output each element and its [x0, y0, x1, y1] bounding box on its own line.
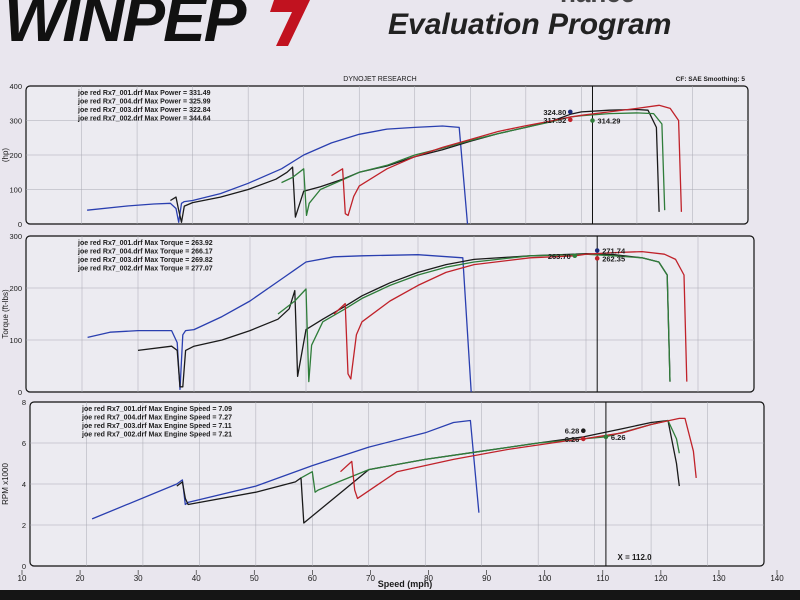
- x-axis-label: Speed (mph): [378, 579, 433, 589]
- y-tick-label: 300: [9, 117, 22, 126]
- x-tick-label: 130: [712, 574, 726, 583]
- marker-dot: [572, 253, 578, 259]
- x-tick-label: 10: [18, 574, 27, 583]
- y-tick-label: 8: [22, 398, 26, 407]
- y-tick-label: 200: [9, 151, 22, 160]
- x-tick-label: 80: [424, 574, 433, 583]
- y-tick-label: 2: [22, 521, 26, 530]
- x-tick-label: 60: [308, 574, 317, 583]
- x-tick-label: 120: [654, 574, 668, 583]
- value-readout: 324.80: [543, 108, 566, 117]
- page-subtitle: Evaluation Program: [388, 8, 672, 41]
- marker-dot: [590, 118, 595, 123]
- y-tick-label: 100: [9, 186, 22, 195]
- chart-header-right: CF: SAE Smoothing: 5: [676, 76, 746, 83]
- value-readout: 263.70: [548, 252, 571, 261]
- chart-header-center: DYNOJET RESEARCH: [343, 76, 416, 83]
- chart-panel-0: 0 100 200 300 400 (hp) joe red Rx7_001.drf Max…: [1, 82, 749, 229]
- series-line-0: [87, 254, 472, 393]
- y-axis-label: (hp): [1, 148, 10, 163]
- legend-entry: joe red Rx7_001.drf Max Engine Speed = 7…: [81, 406, 232, 413]
- series-line-2: [281, 112, 666, 217]
- y-tick-label: 200: [9, 284, 22, 293]
- marker-dot: [567, 109, 573, 115]
- y-tick-label: 0: [18, 220, 22, 229]
- x-tick-label: 40: [192, 574, 201, 583]
- logo-mark-icon: [270, 0, 310, 46]
- legend-entry: joe red Rx7_004.drf Max Power = 325.99: [77, 99, 211, 106]
- legend-entry: joe red Rx7_003.drf Max Torque = 269.82: [77, 257, 213, 264]
- header-subtitle-top: nance: [560, 0, 635, 9]
- legend-entry: joe red Rx7_002.drf Max Torque = 277.07: [77, 266, 213, 273]
- legend-entry: joe red Rx7_001.drf Max Torque = 263.92: [77, 240, 213, 247]
- value-readout: 262.35: [602, 254, 625, 263]
- x-tick-label: 140: [770, 574, 784, 583]
- legend-entry: joe red Rx7_004.drf Max Engine Speed = 7…: [81, 415, 232, 422]
- y-tick-label: 400: [9, 82, 22, 91]
- value-readout: 271.74: [602, 247, 626, 256]
- chart-panel-1: 0 100 200 300 Torque (ft-lbs) joe red Rx7_001…: [1, 232, 755, 397]
- photo-edge: [0, 590, 800, 600]
- marker-dot: [567, 117, 573, 123]
- y-tick-label: 0: [18, 388, 22, 397]
- y-tick-label: 6: [22, 439, 26, 448]
- x-tick-label: 30: [134, 574, 143, 583]
- series-line-2: [277, 253, 671, 383]
- legend-entry: joe red Rx7_001.drf Max Power = 331.49: [77, 90, 211, 97]
- x-tick-label: 110: [596, 574, 609, 583]
- x-tick-label: 70: [366, 574, 375, 583]
- series-line-0: [91, 419, 480, 520]
- value-readout: 6.26: [611, 433, 626, 442]
- series-line-3: [340, 417, 697, 500]
- value-readout: 314.29: [597, 117, 620, 126]
- value-readout: 317.52: [543, 116, 566, 125]
- marker-dot: [581, 428, 586, 434]
- value-readout: 6.28: [565, 427, 580, 436]
- cursor-x-readout: X = 112.0: [618, 553, 653, 562]
- legend-entry: joe red Rx7_002.drf Max Engine Speed = 7…: [81, 432, 232, 439]
- marker-dot: [594, 248, 600, 253]
- legend-entry: joe red Rx7_004.drf Max Torque = 266.17: [77, 249, 213, 256]
- y-tick-label: 300: [9, 232, 22, 241]
- marker-dot: [603, 434, 609, 440]
- series-line-3: [331, 104, 683, 217]
- y-axis-label: RPM x1000: [1, 463, 10, 505]
- chart-panel-2: 0 2 4 6 8 RPM x1000 joe red Rx7_001.drf Max En…: [1, 398, 765, 571]
- y-tick-label: 100: [9, 336, 22, 345]
- winpep-logo: WINPEP: [4, 0, 246, 55]
- legend-entry: joe red Rx7_003.drf Max Engine Speed = 7…: [81, 423, 232, 430]
- y-tick-label: 0: [22, 562, 26, 571]
- series-line-0: [87, 125, 469, 225]
- marker-dot: [581, 436, 586, 442]
- y-axis-label: Torque (ft-lbs): [1, 289, 10, 339]
- marker-dot: [594, 256, 600, 261]
- plot-frame: [25, 235, 755, 393]
- legend-entry: joe red Rx7_002.drf Max Power = 344.64: [77, 116, 211, 123]
- y-tick-label: 4: [22, 480, 26, 489]
- value-readout: 6.26: [565, 435, 580, 444]
- series-line-3: [333, 250, 688, 382]
- x-tick-label: 20: [76, 574, 85, 583]
- legend-entry: joe red Rx7_003.drf Max Power = 322.84: [77, 107, 211, 114]
- x-tick-label: 90: [482, 574, 491, 583]
- x-tick-label: 50: [250, 574, 259, 583]
- x-tick-label: 100: [538, 574, 552, 583]
